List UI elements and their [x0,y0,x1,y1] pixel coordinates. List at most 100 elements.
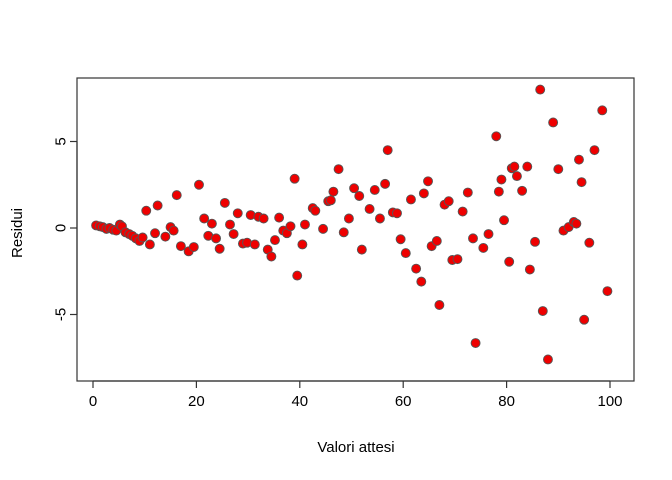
data-point [468,233,478,244]
data-point [553,164,564,175]
x-tick-label: 100 [597,393,622,410]
data-point [418,188,429,199]
data-point [382,145,393,156]
data-point [571,218,582,229]
data-point [274,212,285,223]
y-tick-label: 5 [53,137,70,145]
data-point [354,191,365,201]
data-point [374,213,385,224]
data-point [232,208,243,219]
data-point [576,177,587,188]
data-point [434,300,445,310]
data-point [258,213,269,224]
data-point [225,219,235,230]
data-point [249,239,260,250]
data-point [493,186,504,197]
data-point [168,225,179,236]
data-point [219,197,230,208]
data-point [511,171,522,182]
x-tick-label: 20 [188,393,205,410]
data-point [144,239,155,250]
data-point [328,186,339,197]
y-tick-label: 0 [53,224,70,232]
data-point [152,200,163,211]
data-point [584,237,595,248]
scatter-points-layer [91,84,613,365]
data-point [270,235,280,246]
data-point [364,204,375,214]
data-point [574,154,584,165]
data-point [423,176,433,187]
data-point [228,229,239,240]
x-tick-label: 60 [395,393,412,410]
data-point [333,164,344,175]
y-tick-label: -5 [53,308,70,321]
data-point [211,233,222,244]
data-point [452,254,463,265]
data-point [504,256,515,267]
data-point [431,236,442,246]
data-point [530,236,540,247]
data-point [457,206,468,217]
data-point [292,270,303,281]
x-axis-title: Valori attesi [317,439,394,456]
x-tick-label: 40 [291,393,308,410]
data-point [392,208,402,219]
data-point [349,183,360,194]
x-tick-label: 80 [498,393,515,410]
data-point [137,232,148,243]
data-point [517,185,528,196]
data-point [443,196,454,207]
data-point [343,213,354,224]
data-point [160,231,171,242]
data-point [325,195,336,206]
data-point [470,338,481,348]
x-tick-label: 0 [89,393,97,410]
data-point [524,264,535,275]
data-point [289,173,300,184]
data-point [602,286,613,297]
y-axis-title: Residui [9,208,26,258]
data-point [579,314,590,325]
data-point [338,227,349,238]
data-point [369,184,380,195]
data-point [318,223,329,234]
data-point [499,215,509,226]
data-point [188,242,199,252]
data-point [589,145,600,156]
data-point [171,190,182,201]
data-point [462,187,473,198]
data-point [300,219,310,230]
data-point [543,354,553,365]
data-point [483,229,494,240]
data-point [491,131,502,142]
data-point [496,174,507,185]
data-point [478,242,489,253]
data-point [597,105,608,116]
data-point [535,84,546,95]
data-point [522,161,533,172]
data-point [509,161,520,172]
data-point [356,244,367,255]
data-point [141,205,152,216]
data-point [400,248,411,259]
data-point [199,213,210,224]
data-point [194,179,204,190]
data-point [411,263,422,274]
data-point [150,228,160,239]
data-point [266,251,277,262]
data-point [285,221,296,232]
data-point [310,205,321,216]
data-point [416,276,427,287]
data-point [214,243,225,254]
data-point [206,218,217,229]
data-point [380,178,391,189]
data-point [175,241,186,252]
data-point [395,234,406,245]
data-point [297,239,308,250]
data-point [537,306,548,316]
x-axis: 0 20 40 60 80 100 [89,380,623,410]
